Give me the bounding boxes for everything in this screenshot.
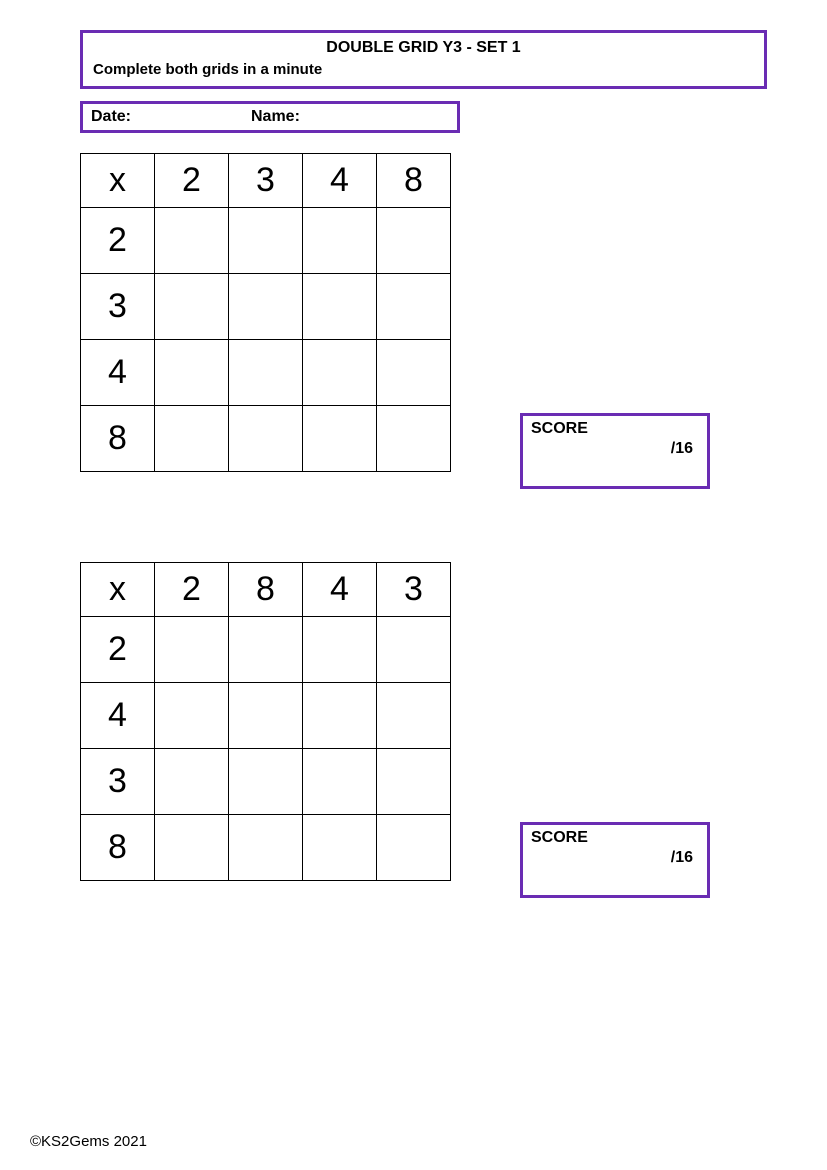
row-header: 8 bbox=[81, 406, 155, 472]
grid-cell[interactable] bbox=[155, 749, 229, 815]
grid-cell[interactable] bbox=[229, 406, 303, 472]
grid-cell[interactable] bbox=[303, 749, 377, 815]
score-value: /16 bbox=[531, 440, 699, 458]
table-row: 4 bbox=[81, 340, 451, 406]
row-header: 2 bbox=[81, 208, 155, 274]
grid-cell[interactable] bbox=[155, 340, 229, 406]
grid-cell[interactable] bbox=[303, 683, 377, 749]
grid-cell[interactable] bbox=[377, 208, 451, 274]
grid-cell[interactable] bbox=[229, 617, 303, 683]
grid-operator: x bbox=[81, 154, 155, 208]
grid-cell[interactable] bbox=[155, 274, 229, 340]
grid-cell[interactable] bbox=[303, 340, 377, 406]
table-row: 2 bbox=[81, 208, 451, 274]
table-row: 4 bbox=[81, 683, 451, 749]
table-row: x 2 8 4 3 bbox=[81, 563, 451, 617]
table-row: 3 bbox=[81, 274, 451, 340]
name-label: Name: bbox=[251, 108, 300, 126]
col-header: 2 bbox=[155, 154, 229, 208]
grid-cell[interactable] bbox=[155, 208, 229, 274]
grid-cell[interactable] bbox=[303, 274, 377, 340]
table-row: 8 bbox=[81, 406, 451, 472]
table-row: x 2 3 4 8 bbox=[81, 154, 451, 208]
grid-cell[interactable] bbox=[377, 274, 451, 340]
worksheet-title: DOUBLE GRID Y3 - SET 1 bbox=[93, 39, 754, 57]
grid-cell[interactable] bbox=[229, 208, 303, 274]
score-label: SCORE bbox=[531, 420, 699, 438]
date-name-box: Date: Name: bbox=[80, 101, 460, 133]
grid-cell[interactable] bbox=[377, 815, 451, 881]
row-header: 3 bbox=[81, 749, 155, 815]
col-header: 8 bbox=[377, 154, 451, 208]
grid-cell[interactable] bbox=[229, 340, 303, 406]
grid-cell[interactable] bbox=[303, 208, 377, 274]
multiplication-grid-2: x 2 8 4 3 2 4 3 8 bbox=[80, 562, 451, 881]
score-value: /16 bbox=[531, 849, 699, 867]
score-box-1: SCORE /16 bbox=[520, 413, 710, 489]
grid-cell[interactable] bbox=[377, 617, 451, 683]
grid-cell[interactable] bbox=[303, 617, 377, 683]
grid-cell[interactable] bbox=[377, 406, 451, 472]
grid-operator: x bbox=[81, 563, 155, 617]
grid-cell[interactable] bbox=[377, 340, 451, 406]
title-box: DOUBLE GRID Y3 - SET 1 Complete both gri… bbox=[80, 30, 767, 89]
table-row: 2 bbox=[81, 617, 451, 683]
score-label: SCORE bbox=[531, 829, 699, 847]
grid-cell[interactable] bbox=[229, 274, 303, 340]
grid-cell[interactable] bbox=[155, 815, 229, 881]
grid-cell[interactable] bbox=[155, 406, 229, 472]
row-header: 3 bbox=[81, 274, 155, 340]
date-label: Date: bbox=[91, 108, 251, 126]
grid-cell[interactable] bbox=[229, 815, 303, 881]
col-header: 3 bbox=[377, 563, 451, 617]
copyright-footer: ©KS2Gems 2021 bbox=[30, 1133, 147, 1150]
grid-cell[interactable] bbox=[229, 683, 303, 749]
col-header: 3 bbox=[229, 154, 303, 208]
grid-cell[interactable] bbox=[377, 749, 451, 815]
grid-cell[interactable] bbox=[155, 617, 229, 683]
table-row: 8 bbox=[81, 815, 451, 881]
row-header: 8 bbox=[81, 815, 155, 881]
col-header: 2 bbox=[155, 563, 229, 617]
row-header: 2 bbox=[81, 617, 155, 683]
grid-cell[interactable] bbox=[377, 683, 451, 749]
row-header: 4 bbox=[81, 683, 155, 749]
row-header: 4 bbox=[81, 340, 155, 406]
col-header: 4 bbox=[303, 154, 377, 208]
worksheet-instruction: Complete both grids in a minute bbox=[93, 61, 754, 78]
table-row: 3 bbox=[81, 749, 451, 815]
score-box-2: SCORE /16 bbox=[520, 822, 710, 898]
grid-cell[interactable] bbox=[155, 683, 229, 749]
grid-cell[interactable] bbox=[229, 749, 303, 815]
grid-section-1: x 2 3 4 8 2 3 4 8 bbox=[80, 153, 827, 472]
grid-cell[interactable] bbox=[303, 815, 377, 881]
grid-cell[interactable] bbox=[303, 406, 377, 472]
grid-section-2: x 2 8 4 3 2 4 3 8 bbox=[80, 562, 827, 881]
col-header: 4 bbox=[303, 563, 377, 617]
col-header: 8 bbox=[229, 563, 303, 617]
multiplication-grid-1: x 2 3 4 8 2 3 4 8 bbox=[80, 153, 451, 472]
